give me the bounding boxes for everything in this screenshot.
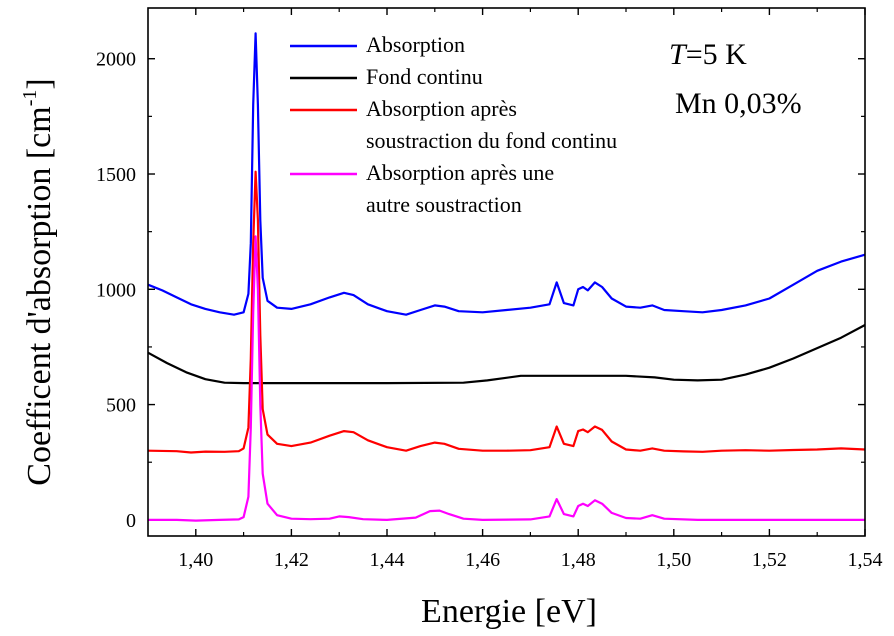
x-tick-label: 1,52	[752, 549, 787, 571]
legend: Absorption Fond continu Absorption après so…	[290, 32, 617, 217]
legend-label-4: autre soustraction	[366, 192, 522, 217]
series-layer	[147, 32, 866, 522]
x-tick-label: 1,42	[274, 549, 309, 571]
y-axis-title-superscript: -1	[19, 90, 41, 107]
y-axis-title: Coefficent d'absorption [cm-1]	[19, 78, 58, 485]
temperature-annotation: T=5 K	[669, 38, 747, 71]
series-line-1	[147, 32, 866, 316]
x-tick-label: 1,46	[465, 549, 500, 571]
x-tick-label: 1,54	[848, 549, 883, 571]
x-tick-label: 1,44	[370, 549, 405, 571]
legend-label-1: Absorption	[366, 32, 465, 57]
sample-annotation: Mn 0,03%	[675, 87, 802, 120]
y-axis-title-close: ]	[21, 78, 58, 89]
x-tick-label: 1,48	[561, 549, 596, 571]
legend-label-3: soustraction du fond continu	[366, 128, 617, 153]
x-tick-label: 1,50	[656, 549, 691, 571]
x-axis-title: Energie [eV]	[421, 593, 597, 630]
tick-layer: 1,40 1,42 1,44 1,46 1,48 1,50 1,52 1,54 0 500 1000…	[96, 8, 883, 571]
temperature-symbol: T	[669, 38, 688, 71]
series-line-4	[148, 235, 865, 522]
series-line-2	[147, 324, 866, 385]
plot-frame	[147, 7, 866, 537]
y-tick-label: 500	[106, 395, 136, 417]
legend-label-4: Absorption après une	[366, 160, 554, 185]
y-axis-title-group: Coefficent d'absorption [cm-1]	[19, 78, 58, 485]
x-tick-label: 1,40	[178, 549, 213, 571]
y-tick-label: 2000	[96, 49, 136, 71]
y-tick-label: 1000	[96, 279, 136, 301]
legend-label-2: Fond continu	[366, 64, 483, 89]
y-axis-title-main: Coefficent d'absorption [cm	[21, 106, 58, 485]
y-tick-label: 0	[126, 510, 136, 532]
series-line-3	[147, 170, 866, 454]
y-tick-label: 1500	[96, 164, 136, 186]
legend-label-3: Absorption après	[366, 96, 517, 121]
temperature-value: =5 K	[686, 38, 747, 71]
